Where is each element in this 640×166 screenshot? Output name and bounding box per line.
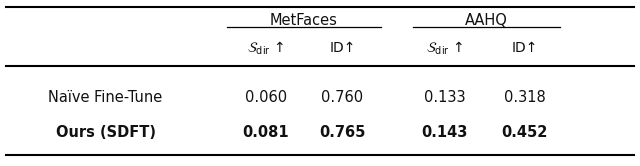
Text: 0.143: 0.143 [422, 125, 468, 140]
Text: ID↑: ID↑ [511, 41, 538, 55]
Text: Ours (SDFT): Ours (SDFT) [56, 125, 156, 140]
Text: AAHQ: AAHQ [465, 13, 508, 28]
Text: 0.318: 0.318 [504, 90, 546, 105]
Text: 0.133: 0.133 [424, 90, 466, 105]
Text: $\mathcal{S}_{\mathrm{dir}}$ ↑: $\mathcal{S}_{\mathrm{dir}}$ ↑ [247, 40, 284, 57]
Text: $\mathcal{S}_{\mathrm{dir}}$ ↑: $\mathcal{S}_{\mathrm{dir}}$ ↑ [426, 40, 463, 57]
Text: 0.760: 0.760 [321, 90, 364, 105]
Text: 0.081: 0.081 [243, 125, 289, 140]
Text: 0.765: 0.765 [319, 125, 365, 140]
Text: 0.060: 0.060 [244, 90, 287, 105]
Text: Naïve Fine-Tune: Naïve Fine-Tune [49, 90, 163, 105]
Text: ID↑: ID↑ [329, 41, 356, 55]
Text: MetFaces: MetFaces [270, 13, 338, 28]
Text: 0.452: 0.452 [502, 125, 548, 140]
